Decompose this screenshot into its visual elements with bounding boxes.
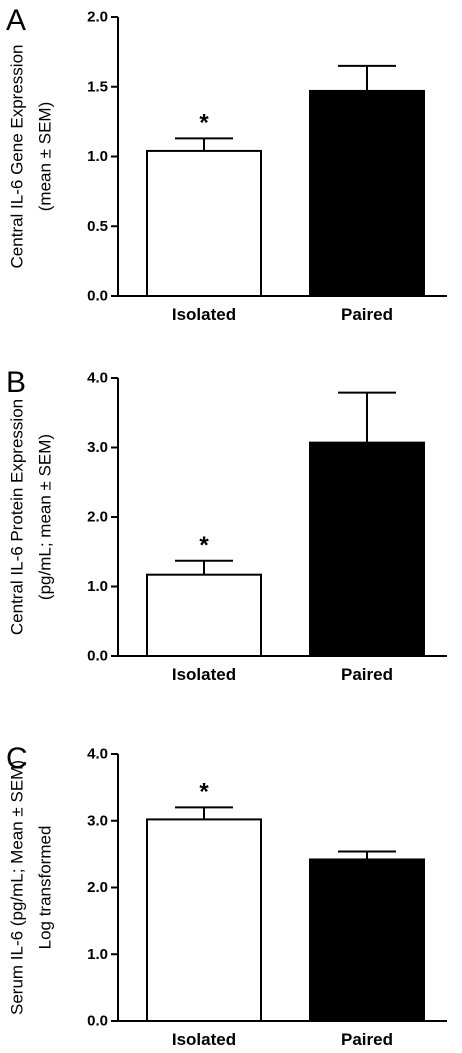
panel-letter: B: [6, 366, 26, 399]
bar-paired: [309, 89, 425, 297]
y-tick-label: 1.0: [87, 578, 108, 595]
y-axis-label: (pg/mL; mean ± SEM): [36, 434, 55, 600]
significance-marker: *: [199, 109, 209, 136]
y-axis-label: Log transformed: [36, 826, 55, 950]
bar-isolated: [146, 573, 262, 657]
y-tick-label: 1.0: [87, 946, 108, 963]
y-tick-label: 4.0: [87, 370, 108, 387]
y-tick-label: 2.0: [87, 9, 108, 26]
category-label: Isolated: [172, 665, 236, 684]
significance-marker: *: [199, 778, 209, 805]
category-label: Isolated: [172, 1030, 236, 1049]
category-label: Isolated: [172, 305, 236, 324]
panel-letter: C: [6, 742, 28, 775]
y-axis-label: Serum IL-6 (pg/mL; Mean ± SEM): [8, 760, 27, 1015]
y-tick-label: 0.0: [87, 1013, 108, 1030]
y-tick-label: 3.0: [87, 812, 108, 829]
y-axis-label: Central IL-6 Gene Expression: [8, 45, 27, 269]
panel-letter: A: [6, 4, 26, 37]
y-axis-label: (mean ± SEM): [36, 102, 55, 211]
y-tick-label: 0.0: [87, 648, 108, 665]
y-tick-label: 4.0: [87, 746, 108, 763]
y-tick-label: 1.0: [87, 148, 108, 165]
category-label: Paired: [341, 305, 393, 324]
y-tick-label: 2.0: [87, 509, 108, 526]
bar-paired: [309, 858, 425, 1023]
y-tick-label: 0.5: [87, 218, 108, 235]
y-axis-label: Central IL-6 Protein Expression: [8, 399, 27, 635]
bar-isolated: [146, 149, 262, 297]
panel-a: A Central IL-6 Gene Expression (mean ± SEM…: [6, 4, 447, 324]
y-tick-label: 3.0: [87, 439, 108, 456]
y-tick-label: 2.0: [87, 879, 108, 896]
significance-marker: *: [199, 532, 209, 559]
bar-isolated: [146, 818, 262, 1022]
bar-paired: [309, 441, 425, 658]
category-label: Paired: [341, 1030, 393, 1049]
category-label: Paired: [341, 665, 393, 684]
y-tick-label: 1.5: [87, 78, 108, 95]
y-tick-label: 0.0: [87, 288, 108, 305]
